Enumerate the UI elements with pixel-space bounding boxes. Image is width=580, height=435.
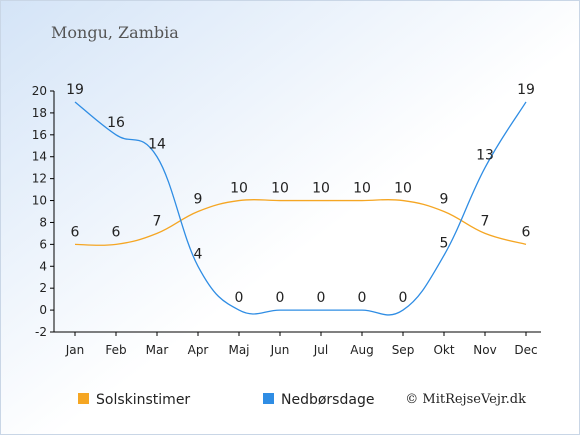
data-label-nedbørsdage: 19	[517, 82, 535, 98]
chart-series	[74, 101, 527, 316]
y-tick-label: 16	[32, 128, 47, 142]
x-tick-label: Mar	[146, 343, 169, 357]
data-label-nedbørsdage: 0	[317, 290, 326, 306]
x-tick-label: Aug	[350, 343, 373, 357]
chart-data-labels: 6 6 7 9 10 10 10 10 10 9 7 6 19 16 14 4 0 0 0 0 0 5 13 19	[66, 82, 535, 306]
x-tick-label: Jan	[65, 343, 85, 357]
data-label-nedbørsdage: 0	[399, 290, 408, 306]
data-label-solskinstimer: 7	[153, 213, 162, 229]
y-tick-label: 6	[39, 237, 47, 251]
legend-swatch-solskinstimer	[78, 393, 89, 404]
data-label-solskinstimer: 10	[312, 181, 330, 197]
y-tick-label: 2	[39, 281, 47, 295]
data-label-solskinstimer: 6	[522, 224, 531, 240]
y-tick-label: 12	[32, 172, 47, 186]
credit-text: © MitRejseVejr.dk	[405, 392, 526, 407]
chart-title: Mongu, Zambia	[51, 23, 179, 42]
data-label-nedbørsdage: 14	[148, 137, 166, 153]
x-tick-label: Maj	[228, 343, 249, 357]
data-label-solskinstimer: 10	[353, 181, 371, 197]
y-tick-label: 10	[32, 194, 47, 208]
data-label-nedbørsdage: 0	[358, 290, 367, 306]
x-tick-label: Jul	[313, 343, 328, 357]
data-label-solskinstimer: 10	[394, 181, 412, 197]
x-tick-label: Okt	[433, 343, 454, 357]
x-tick-label: Dec	[514, 343, 537, 357]
data-label-solskinstimer: 9	[194, 192, 203, 208]
x-tick-label: Nov	[473, 343, 496, 357]
x-tick-label: Sep	[392, 343, 415, 357]
data-label-nedbørsdage: 19	[66, 82, 84, 98]
x-tick-label: Feb	[105, 343, 126, 357]
series-line-nedbørsdage	[74, 101, 527, 316]
series-line-solskinstimer	[74, 198, 527, 246]
data-label-solskinstimer: 6	[71, 224, 80, 240]
data-label-nedbørsdage: 16	[107, 115, 125, 131]
legend-label-nedbørsdage: Nedbørsdage	[281, 392, 374, 408]
data-label-solskinstimer: 10	[271, 181, 289, 197]
data-label-nedbørsdage: 5	[440, 235, 449, 251]
data-label-nedbørsdage: 0	[276, 290, 285, 306]
data-label-nedbørsdage: 0	[235, 290, 244, 306]
y-tick-label: 14	[32, 150, 47, 164]
data-label-solskinstimer: 10	[230, 181, 248, 197]
data-label-solskinstimer: 6	[112, 224, 121, 240]
y-tick-label: 18	[32, 106, 47, 120]
y-tick-label: 0	[39, 303, 47, 317]
chart-axes: -2 0 2 4 6 8 10 12 14 16 18 20 Jan Feb Mar Apr Maj Jun Jul…	[32, 84, 541, 357]
x-tick-label: Apr	[188, 343, 209, 357]
data-label-nedbørsdage: 13	[476, 148, 494, 164]
data-label-nedbørsdage: 4	[194, 246, 203, 262]
legend-label-solskinstimer: Solskinstimer	[96, 392, 190, 408]
chart-legend: Solskinstimer Nedbørsdage	[78, 392, 374, 408]
y-tick-label: -2	[35, 325, 47, 339]
data-label-solskinstimer: 7	[481, 213, 490, 229]
x-tick-label: Jun	[270, 343, 290, 357]
y-tick-label: 8	[39, 215, 47, 229]
y-tick-label: 20	[32, 84, 47, 98]
legend-swatch-nedbørsdage	[263, 393, 274, 404]
y-tick-label: 4	[39, 259, 47, 273]
data-label-solskinstimer: 9	[440, 192, 449, 208]
